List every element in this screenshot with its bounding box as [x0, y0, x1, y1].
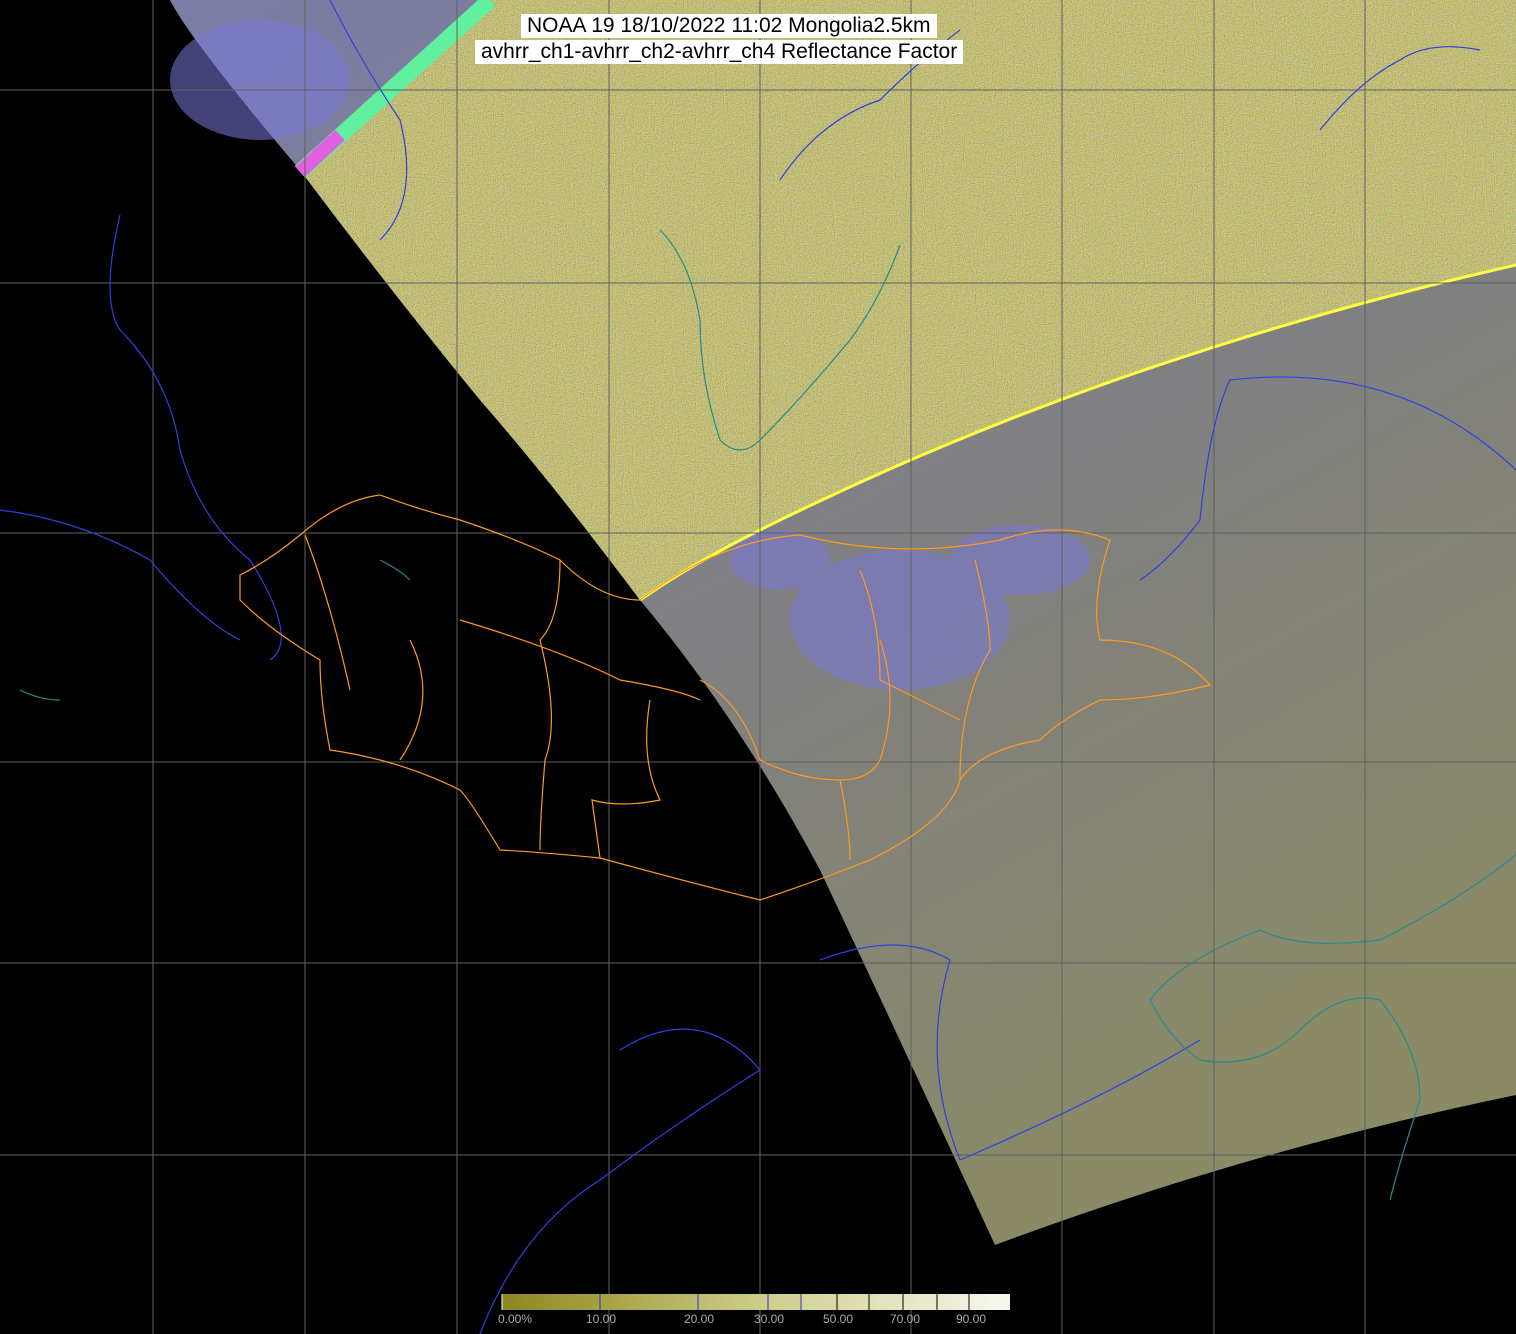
colorbar-label-10: 10.00 — [586, 1312, 617, 1326]
colorbar-label-0: 0.00% — [498, 1312, 533, 1326]
title-line-2: avhrr_ch1-avhrr_ch2-avhrr_ch4 Reflectanc… — [475, 40, 964, 64]
coastlines — [19, 229, 1516, 1201]
title-line-1: NOAA 19 18/10/2022 11:02 Mongolia2.5km — [521, 14, 937, 38]
noise-texture — [300, 0, 1516, 600]
colorbar-label-20: 20.00 — [684, 1312, 715, 1326]
colorbar — [501, 1294, 1010, 1310]
colorbar-label-90: 90.00 — [956, 1312, 987, 1326]
scan-strip-magenta — [295, 129, 345, 178]
admin-boundaries — [239, 494, 1212, 901]
colorbar-label-50: 50.00 — [823, 1312, 854, 1326]
colorbar-gradient — [502, 1294, 1010, 1310]
colorbar-label-30: 30.00 — [754, 1312, 785, 1326]
colorbar-label-70: 70.00 — [890, 1312, 921, 1326]
